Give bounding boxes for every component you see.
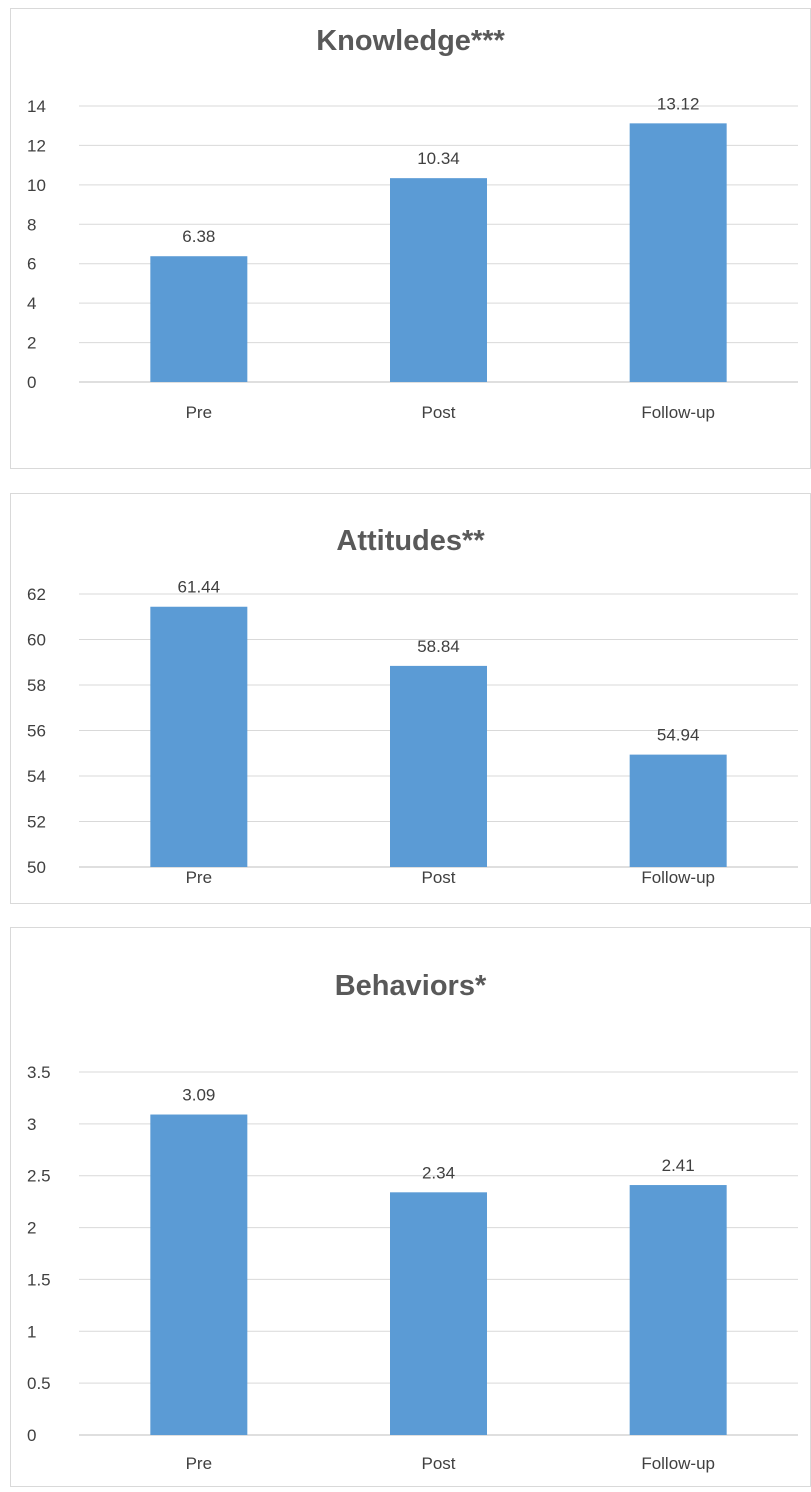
data-label: 13.12 xyxy=(657,94,700,113)
y-tick-label: 14 xyxy=(27,97,46,116)
x-tick-label: Follow-up xyxy=(641,1454,715,1473)
knowledge-chart: 0 2 4 6 8 10 12 14 6.38 Pre 10.34 Post 13.12 Follow-u… xyxy=(27,94,798,422)
behaviors-chart: 0 0.5 1 1.5 2 2.5 3 3.5 3.09 Pre 2.34 Post 2.41 Follo… xyxy=(27,1063,798,1473)
x-tick-label: Follow-up xyxy=(641,868,715,887)
data-label: 10.34 xyxy=(417,149,460,168)
bar xyxy=(390,178,487,382)
y-tick-label: 3 xyxy=(27,1115,36,1134)
bar xyxy=(629,123,727,382)
attitudes-chart: 50 52 54 56 58 60 62 61.44 Pre 58.84 Post 54.94 Foll… xyxy=(27,578,798,887)
chart-title: Knowledge*** xyxy=(316,25,505,57)
y-tick-label: 1 xyxy=(27,1322,36,1341)
y-tick-label: 10 xyxy=(27,176,46,195)
y-tick-label: 52 xyxy=(27,813,46,832)
x-tick-label: Pre xyxy=(186,403,212,422)
x-tick-label: Pre xyxy=(186,1454,212,1473)
x-tick-label: Post xyxy=(421,403,455,422)
y-tick-label: 54 xyxy=(27,767,46,786)
y-tick-label: 8 xyxy=(27,215,36,234)
y-tick-label: 2 xyxy=(27,334,36,353)
y-tick-label: 0 xyxy=(27,1426,36,1445)
data-label: 54.94 xyxy=(657,726,700,745)
chart-title: Behaviors* xyxy=(334,970,487,1002)
chart-title: Attitudes** xyxy=(336,525,485,557)
bar xyxy=(390,1192,487,1435)
bar xyxy=(390,665,487,867)
data-label: 6.38 xyxy=(182,227,215,246)
bar xyxy=(629,754,727,867)
y-tick-label: 12 xyxy=(27,136,46,155)
y-tick-label: 58 xyxy=(27,676,46,695)
y-tick-label: 0 xyxy=(27,373,36,392)
x-tick-label: Post xyxy=(421,868,455,887)
y-tick-label: 2.5 xyxy=(27,1167,51,1186)
data-label: 58.84 xyxy=(417,637,460,656)
y-tick-label: 1.5 xyxy=(27,1270,51,1289)
y-tick-label: 3.5 xyxy=(27,1063,51,1082)
y-tick-label: 6 xyxy=(27,255,36,274)
y-tick-label: 4 xyxy=(27,294,36,313)
x-tick-label: Follow-up xyxy=(641,403,715,422)
data-label: 61.44 xyxy=(178,578,221,597)
y-tick-label: 60 xyxy=(27,631,46,650)
bar xyxy=(150,606,248,867)
y-tick-label: 2 xyxy=(27,1219,36,1238)
knowledge-chart-panel: Knowledge*** 0 2 4 6 8 10 12 14 6.38 Pre 10.34 Post… xyxy=(10,8,811,469)
bar xyxy=(150,1114,248,1435)
bar xyxy=(629,1185,727,1435)
x-tick-label: Pre xyxy=(186,868,212,887)
data-label: 2.41 xyxy=(662,1156,695,1175)
y-tick-label: 0.5 xyxy=(27,1374,51,1393)
bar xyxy=(150,256,248,382)
data-label: 2.34 xyxy=(422,1163,455,1182)
y-tick-label: 62 xyxy=(27,585,46,604)
attitudes-chart-panel: Attitudes** 50 52 54 56 58 60 62 61.44 Pre 58.84 P… xyxy=(10,493,811,904)
y-tick-label: 50 xyxy=(27,858,46,877)
behaviors-chart-panel: Behaviors* 0 0.5 1 1.5 2 2.5 3 3.5 3.09 Pre 2.34 Po… xyxy=(10,927,811,1487)
y-tick-label: 56 xyxy=(27,722,46,741)
data-label: 3.09 xyxy=(182,1086,215,1105)
x-tick-label: Post xyxy=(421,1454,455,1473)
